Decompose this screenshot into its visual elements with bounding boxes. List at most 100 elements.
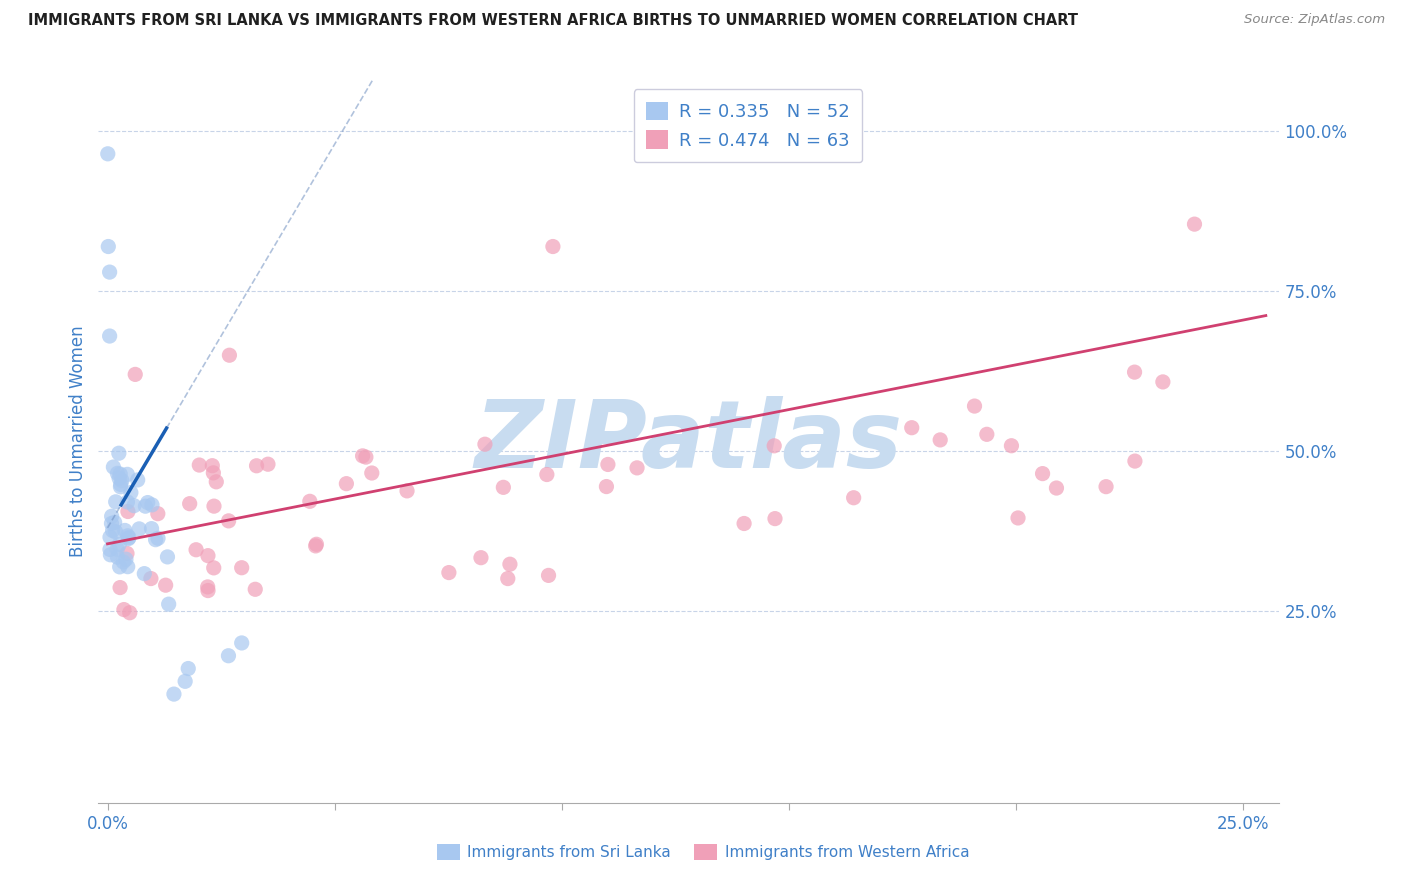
Legend: Immigrants from Sri Lanka, Immigrants from Western Africa: Immigrants from Sri Lanka, Immigrants fr… <box>430 838 976 866</box>
Point <box>197 583 219 598</box>
Point <box>156 549 179 564</box>
Point <box>174 674 197 689</box>
Point <box>474 437 496 451</box>
Point <box>117 559 139 574</box>
Point <box>117 532 139 546</box>
Point <box>1032 467 1054 481</box>
Point <box>108 581 131 595</box>
Point <box>184 542 207 557</box>
Point <box>537 568 560 582</box>
Point <box>104 516 127 530</box>
Point <box>395 483 418 498</box>
Point <box>108 559 131 574</box>
Point <box>963 399 986 413</box>
Y-axis label: Births to Unmarried Women: Births to Unmarried Women <box>69 326 87 558</box>
Point <box>141 498 163 512</box>
Point <box>1000 439 1022 453</box>
Point <box>179 497 201 511</box>
Point <box>107 467 129 481</box>
Point <box>108 446 131 460</box>
Point <box>900 420 922 434</box>
Point <box>305 539 328 553</box>
Point <box>733 516 755 531</box>
Point <box>257 457 280 471</box>
Point <box>155 578 177 592</box>
Point <box>1123 365 1146 379</box>
Point <box>117 529 139 543</box>
Point <box>157 597 180 611</box>
Point <box>114 524 136 538</box>
Text: ZIPatlas: ZIPatlas <box>475 395 903 488</box>
Point <box>354 450 377 464</box>
Point <box>536 467 558 482</box>
Point <box>98 265 121 279</box>
Point <box>626 461 648 475</box>
Point <box>1152 375 1174 389</box>
Point <box>104 495 127 509</box>
Point <box>437 566 460 580</box>
Point <box>118 606 141 620</box>
Point <box>101 524 124 538</box>
Point <box>100 509 122 524</box>
Legend: R = 0.335   N = 52, R = 0.474   N = 63: R = 0.335 N = 52, R = 0.474 N = 63 <box>634 89 862 162</box>
Point <box>201 458 224 473</box>
Point <box>976 427 998 442</box>
Point <box>360 466 382 480</box>
Point <box>202 499 225 513</box>
Point <box>1007 511 1029 525</box>
Point <box>110 467 132 481</box>
Point <box>117 467 139 482</box>
Point <box>217 648 239 663</box>
Point <box>97 146 120 161</box>
Point <box>163 687 186 701</box>
Point <box>112 555 135 569</box>
Point <box>1045 481 1067 495</box>
Point <box>110 477 132 491</box>
Point <box>112 602 135 616</box>
Point <box>115 546 138 560</box>
Text: Source: ZipAtlas.com: Source: ZipAtlas.com <box>1244 13 1385 27</box>
Point <box>141 522 163 536</box>
Point <box>245 582 267 597</box>
Point <box>1184 217 1206 231</box>
Point <box>763 439 786 453</box>
Point <box>305 537 328 551</box>
Point <box>197 580 219 594</box>
Point <box>470 550 492 565</box>
Point <box>97 239 120 253</box>
Point <box>98 542 121 557</box>
Point <box>335 476 357 491</box>
Point <box>1095 480 1118 494</box>
Point <box>139 572 162 586</box>
Point <box>202 466 225 480</box>
Point <box>100 516 122 531</box>
Point <box>202 561 225 575</box>
Point <box>492 480 515 494</box>
Point <box>496 572 519 586</box>
Point <box>118 531 141 545</box>
Point <box>245 458 267 473</box>
Point <box>146 531 169 545</box>
Point <box>188 458 211 472</box>
Point <box>117 495 139 509</box>
Point <box>298 494 321 508</box>
Point <box>541 239 564 253</box>
Point <box>134 566 156 581</box>
Point <box>98 329 121 343</box>
Text: IMMIGRANTS FROM SRI LANKA VS IMMIGRANTS FROM WESTERN AFRICA BIRTHS TO UNMARRIED : IMMIGRANTS FROM SRI LANKA VS IMMIGRANTS … <box>28 13 1078 29</box>
Point <box>218 348 240 362</box>
Point <box>595 479 617 493</box>
Point <box>117 504 139 518</box>
Point <box>105 542 128 557</box>
Point <box>352 449 374 463</box>
Point <box>115 552 138 566</box>
Point <box>136 495 159 509</box>
Point <box>107 550 129 565</box>
Point <box>205 475 228 489</box>
Point <box>122 499 145 513</box>
Point <box>499 558 522 572</box>
Point <box>596 458 619 472</box>
Point <box>124 368 146 382</box>
Point <box>108 471 131 485</box>
Point <box>134 499 156 513</box>
